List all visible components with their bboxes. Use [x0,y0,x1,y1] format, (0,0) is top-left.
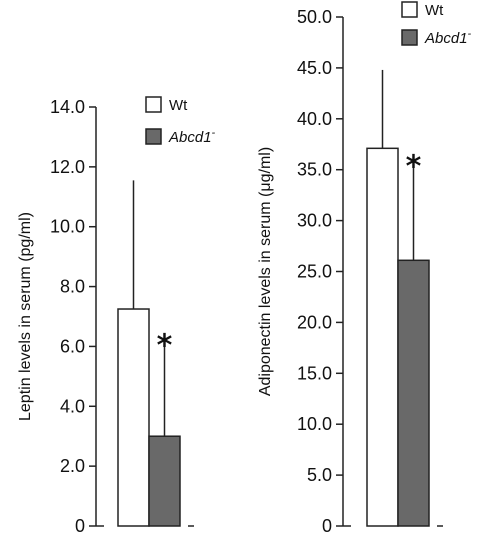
y-tick-label: 2.0 [60,456,85,476]
significance-marker: * [406,150,422,185]
legend-superscript: - [468,28,472,40]
legend-label: Abcd1- [168,127,216,146]
chart-panel-1: 0 2.0 4.0 6.0 8.0 10.0 12.0 14.0 Leptin levels i… [17,96,216,535]
legend-swatch [401,1,418,18]
y-tick-label: 50.0 [297,7,332,27]
y-tick-label: 25.0 [297,262,332,282]
y-tick-label: 5.0 [307,465,332,485]
bar-wt [366,147,399,527]
legend-swatch [145,128,162,145]
legend-swatch [401,29,418,46]
legend-label: Abcd1- [424,28,472,47]
y-tick-label: 30.0 [297,211,332,231]
y-tick-label: 45.0 [297,58,332,78]
bar-wt [117,308,150,527]
y-tick-label: 20.0 [297,312,332,332]
y-tick-label: 4.0 [60,396,85,416]
legend-swatch [145,96,162,113]
y-tick-label: 10.0 [50,217,85,237]
y-tick-label: 8.0 [60,277,85,297]
y-tick-label: 6.0 [60,336,85,356]
y-tick-label: 0 [75,516,85,535]
bar-abcd1 [397,259,430,527]
y-tick-label: 0 [322,516,332,535]
legend-label: Wt [425,2,444,19]
y-tick-label: 40.0 [297,109,332,129]
legend-label: Wt [169,97,188,114]
y-tick-label: 35.0 [297,160,332,180]
chart-panel-2: 0 5.0 10.0 15.0 20.0 25.0 30.0 35.0 40.0 45.0 50.0… [257,1,472,535]
significance-marker: * [157,328,173,363]
y-tick-label: 10.0 [297,414,332,434]
bar-abcd1 [148,435,181,527]
y-tick-label: 15.0 [297,363,332,383]
y-axis-label: Leptin levels in serum (pg/ml) [17,212,34,421]
legend-superscript: - [212,127,216,139]
y-tick-label: 12.0 [50,157,85,177]
y-axis-label: Adiponectin levels in serum (μg/ml) [257,147,274,396]
y-tick-label: 14.0 [50,97,85,117]
